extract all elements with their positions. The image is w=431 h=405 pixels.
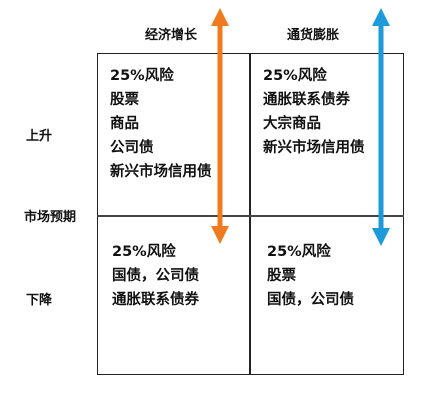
growth-arrow-head-down: [211, 226, 229, 244]
inflation-arrow-head-up: [372, 8, 390, 26]
growth-double-arrow-icon: [211, 8, 229, 244]
inflation-double-arrow-icon: [372, 8, 390, 246]
inflation-arrow-head-down: [372, 228, 390, 246]
growth-arrow-head-up: [211, 8, 229, 26]
